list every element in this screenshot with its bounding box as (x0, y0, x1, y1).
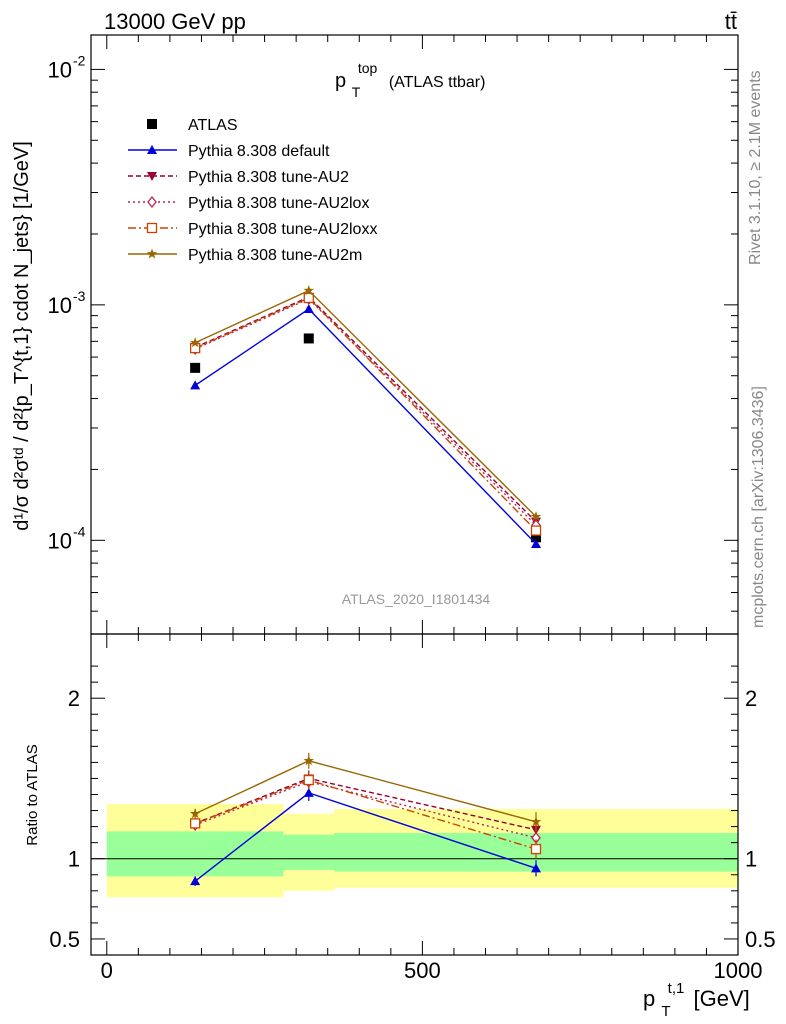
ratio-series-line (194, 779, 537, 850)
series-line (194, 297, 537, 532)
x-tick-label: 500 (404, 958, 441, 983)
legend-marker (147, 172, 157, 181)
title-sub: T (352, 84, 361, 100)
xlabel-unit: [GeV] (693, 986, 749, 1011)
y-tick-exponent: -4 (73, 523, 86, 539)
ratio-ylabel: Ratio to ATLAS (24, 744, 41, 845)
y-tick-label: 10 (48, 293, 72, 318)
data-point (190, 362, 201, 373)
series-line (194, 298, 537, 526)
data-point (530, 511, 542, 522)
xlabel: p T t,1 [GeV] (643, 973, 750, 1021)
data-point (303, 333, 314, 344)
xlabel-sup: t,1 (668, 980, 685, 997)
ratio-point (303, 774, 314, 786)
ratio-point (303, 755, 314, 766)
legend-label: Pythia 8.308 tune-AU2 (188, 169, 349, 186)
ratio-panel: 0 500 1000 0.5 0.5 1 1 2 2 (49, 633, 776, 983)
legend-label: Pythia 8.308 default (188, 143, 330, 160)
legend-marker (147, 145, 157, 154)
chart-title: p T top (ATLAS ttbar) (335, 56, 485, 102)
ratio-point (531, 863, 542, 873)
ratio-point (190, 876, 201, 886)
legend-marker (147, 195, 157, 209)
ratio-y-tick-label: 1 (68, 847, 80, 872)
data-point (530, 525, 542, 536)
y-tick-label: 10 (48, 57, 72, 82)
ratio-point (530, 816, 542, 827)
x-tick-label: 0 (101, 958, 113, 983)
ratio-frame (90, 633, 739, 956)
xlabel-sub: T (661, 1003, 670, 1020)
title-sup: top (358, 60, 378, 76)
rivet-label: Rivet 3.1.10, ≥ 2.1M events (747, 70, 764, 265)
legend-label: Pythia 8.308 tune-AU2m (188, 247, 362, 264)
data-point (303, 285, 314, 296)
data-point (531, 538, 542, 548)
y-tick-exponent: -2 (73, 52, 86, 68)
series-line (194, 296, 537, 523)
legend-marker (147, 119, 157, 129)
ratio-y-tick-label: 0.5 (49, 927, 80, 952)
data-point (531, 532, 542, 543)
analysis-label: ATLAS_2020_I1801434 (342, 591, 491, 607)
uncertainty-band-inner (106, 831, 284, 877)
legend-marker (146, 222, 158, 234)
header-left: 13000 GeV pp (104, 9, 246, 34)
x-tick-label: 1000 (714, 958, 763, 983)
title-main: p (335, 70, 346, 92)
header-right: tt̄ (725, 9, 737, 34)
title-rest: (ATLAS ttbar) (389, 74, 486, 91)
legend-label: ATLAS (188, 117, 238, 134)
ratio-y-tick-label-right: 2 (745, 686, 757, 711)
ratio-point (530, 843, 542, 855)
ratio-y-tick-label-right: 0.5 (745, 927, 776, 952)
data-point (189, 337, 201, 348)
y-tick-exponent: -3 (73, 288, 86, 304)
data-point (190, 380, 201, 390)
ratio-point (189, 808, 201, 819)
data-point (303, 304, 314, 314)
y-tick-label: 10 (48, 528, 72, 553)
legend-label: Pythia 8.308 tune-AU2loxx (188, 221, 377, 238)
mcplots-label: mcplots.cern.ch [arXiv:1306.3436] (750, 386, 767, 628)
ratio-y-tick-label: 2 (68, 686, 80, 711)
main-ylabel: d¹/σ d²σᵗᵈ / d²{p_T^{t,1} cdot N_jets} [… (11, 141, 33, 531)
data-point (303, 292, 314, 304)
xlabel-main: p (643, 986, 655, 1011)
legend-marker (146, 248, 158, 259)
ratio-point (303, 787, 314, 797)
series-line (194, 308, 537, 545)
ratio-point (190, 818, 201, 829)
uncertainty-band-inner (283, 834, 335, 870)
ratio-y-tick-label-right: 1 (745, 847, 757, 872)
legend-label: Pythia 8.308 tune-AU2lox (188, 195, 369, 212)
